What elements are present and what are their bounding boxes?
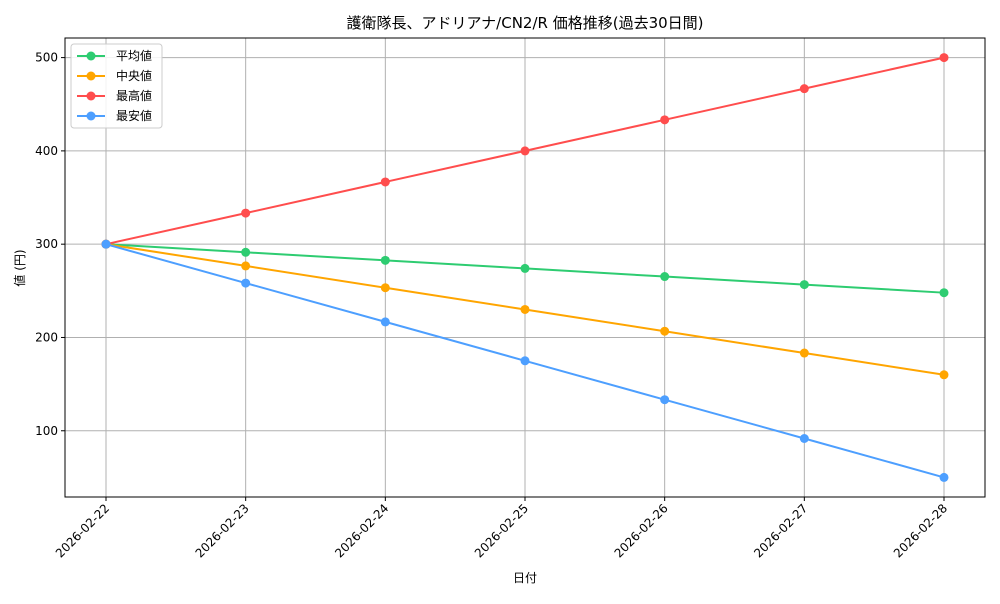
y-tick-label: 200 (35, 330, 58, 344)
y-tick-label: 500 (35, 51, 58, 65)
legend-marker (86, 51, 96, 61)
x-tick-label: 2026-02-26 (612, 501, 671, 560)
legend-marker (86, 111, 96, 121)
x-tick-label: 2026-02-22 (53, 501, 112, 560)
y-tick-label: 300 (35, 237, 58, 251)
data-point (939, 53, 949, 63)
data-point (520, 356, 530, 366)
legend-label: 平均値 (116, 48, 152, 63)
legend-label: 最安値 (116, 108, 152, 123)
data-point (939, 472, 949, 482)
chart-title: 護衛隊長、アドリアナ/CN2/R 価格推移(過去30日間) (346, 14, 703, 32)
data-point (520, 263, 530, 273)
data-point (241, 208, 251, 218)
data-point (101, 239, 111, 249)
data-point (660, 115, 670, 125)
data-point (799, 280, 809, 290)
legend-marker (86, 91, 96, 101)
x-axis-label: 日付 (513, 571, 537, 585)
data-point (380, 317, 390, 327)
data-point (520, 304, 530, 314)
data-point (660, 272, 670, 282)
x-tick-label: 2026-02-25 (472, 501, 531, 560)
data-point (939, 370, 949, 380)
data-point (660, 395, 670, 405)
legend-label: 最高値 (116, 88, 152, 103)
x-tick-label: 2026-02-27 (751, 501, 810, 560)
data-point (799, 348, 809, 358)
data-point (939, 288, 949, 298)
data-point (520, 146, 530, 156)
data-point (799, 84, 809, 94)
data-point (241, 247, 251, 257)
x-tick-label: 2026-02-28 (891, 501, 950, 560)
data-point (799, 434, 809, 444)
x-tick-label: 2026-02-23 (193, 501, 252, 560)
data-point (380, 177, 390, 187)
y-tick-label: 100 (35, 424, 58, 438)
legend-label: 中央値 (116, 68, 152, 83)
data-point (380, 283, 390, 293)
data-point (241, 278, 251, 288)
legend-marker (86, 71, 96, 81)
data-point (380, 255, 390, 265)
data-point (660, 326, 670, 336)
y-tick-label: 400 (35, 144, 58, 158)
plot-frame (64, 37, 986, 498)
y-axis-label: 値 (円) (12, 249, 27, 286)
legend-box (70, 43, 163, 129)
data-point (241, 261, 251, 271)
x-tick-label: 2026-02-24 (332, 501, 391, 560)
